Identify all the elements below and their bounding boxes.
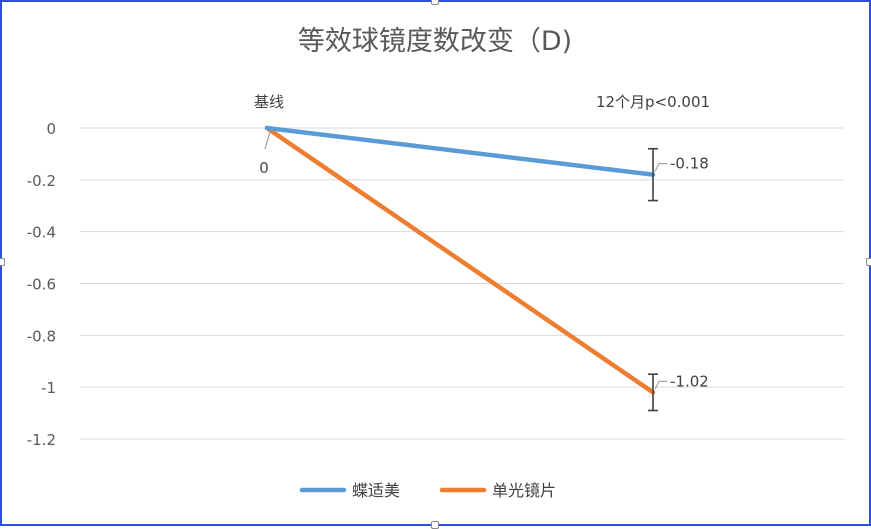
- y-tick-label: 0: [46, 120, 56, 138]
- data-label-leader: [654, 163, 667, 172]
- data-label: 0: [259, 159, 269, 177]
- series-line-dieshimei: [264, 125, 656, 177]
- y-tick-label: -0.8: [27, 327, 56, 345]
- category-label: 基线: [254, 93, 284, 111]
- y-tick-label: -0.2: [27, 172, 56, 190]
- y-axis-tick-labels: 0 -0.2 -0.4 -0.6 -0.8 -1 -1.2: [27, 120, 56, 449]
- category-label: 12个月p<0.001: [596, 93, 710, 111]
- chart-title: 等效球镜度数改变（D): [298, 26, 572, 57]
- resize-handle-top[interactable]: [431, 0, 439, 5]
- resize-handle-bottom[interactable]: [431, 521, 439, 529]
- legend: 蝶适美 单光镜片: [299, 481, 556, 500]
- gridlines: [80, 127, 844, 440]
- y-tick-label: -0.6: [27, 276, 56, 294]
- legend-label: 单光镜片: [492, 481, 556, 500]
- x-axis-category-labels: 基线 12个月p<0.001: [254, 93, 710, 111]
- data-label-leader: [264, 131, 271, 150]
- data-label: 0: [259, 159, 269, 177]
- resize-handle-right[interactable]: [866, 258, 871, 266]
- data-label: -1.02: [670, 372, 709, 390]
- series-line-single-vision: [264, 125, 656, 395]
- data-label-leader: [654, 380, 667, 390]
- y-tick-label: -1.2: [27, 431, 56, 449]
- legend-label: 蝶适美: [352, 481, 400, 500]
- series-group: 0 -0.180-1.02: [259, 125, 709, 412]
- data-label: -0.18: [670, 155, 709, 173]
- y-tick-label: -0.4: [27, 224, 56, 242]
- resize-handle-left[interactable]: [0, 258, 5, 266]
- y-tick-label: -1: [41, 379, 56, 397]
